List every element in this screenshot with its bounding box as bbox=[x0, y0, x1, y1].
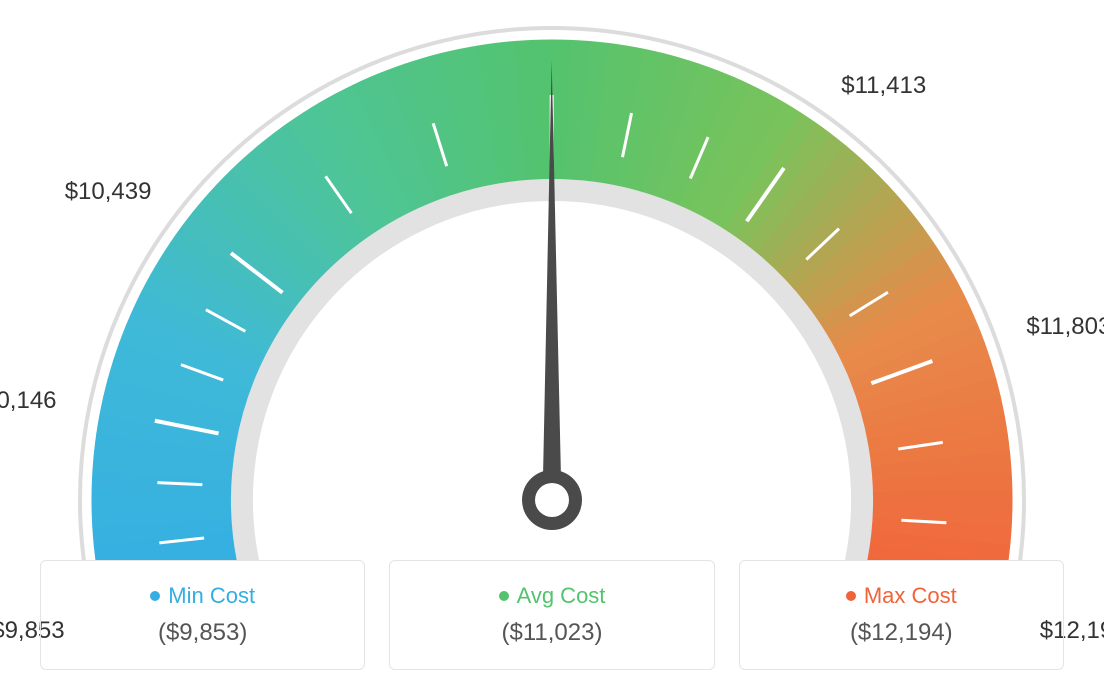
legend-card-avg: Avg Cost ($11,023) bbox=[389, 560, 714, 670]
legend-row: Min Cost ($9,853) Avg Cost ($11,023) Max… bbox=[40, 560, 1064, 670]
dot-icon bbox=[150, 591, 160, 601]
dot-icon bbox=[846, 591, 856, 601]
legend-title-text: Avg Cost bbox=[517, 583, 606, 609]
legend-title-min: Min Cost bbox=[150, 583, 255, 609]
gauge-area: $9,853$10,146$10,439$11,023$11,413$11,80… bbox=[0, 0, 1104, 540]
legend-title-avg: Avg Cost bbox=[499, 583, 606, 609]
legend-title-max: Max Cost bbox=[846, 583, 957, 609]
gauge-tick-label: $10,439 bbox=[65, 178, 152, 206]
legend-card-min: Min Cost ($9,853) bbox=[40, 560, 365, 670]
gauge-color-segment bbox=[872, 489, 1012, 508]
legend-value-min: ($9,853) bbox=[158, 619, 247, 647]
gauge-tick-label: $11,413 bbox=[841, 72, 926, 100]
gauge-tick-label: $10,146 bbox=[0, 387, 57, 415]
legend-value-avg: ($11,023) bbox=[502, 619, 603, 647]
legend-value-max: ($12,194) bbox=[850, 619, 953, 647]
legend-title-text: Min Cost bbox=[168, 583, 255, 609]
legend-card-max: Max Cost ($12,194) bbox=[739, 560, 1064, 670]
dot-icon bbox=[499, 591, 509, 601]
chart-container: $9,853$10,146$10,439$11,023$11,413$11,80… bbox=[0, 0, 1104, 690]
gauge-hub-inner bbox=[535, 483, 569, 517]
gauge-svg bbox=[0, 0, 1104, 560]
gauge-tick-label: $11,803 bbox=[1026, 313, 1104, 341]
legend-title-text: Max Cost bbox=[864, 583, 957, 609]
gauge-minor-tick bbox=[157, 483, 202, 485]
